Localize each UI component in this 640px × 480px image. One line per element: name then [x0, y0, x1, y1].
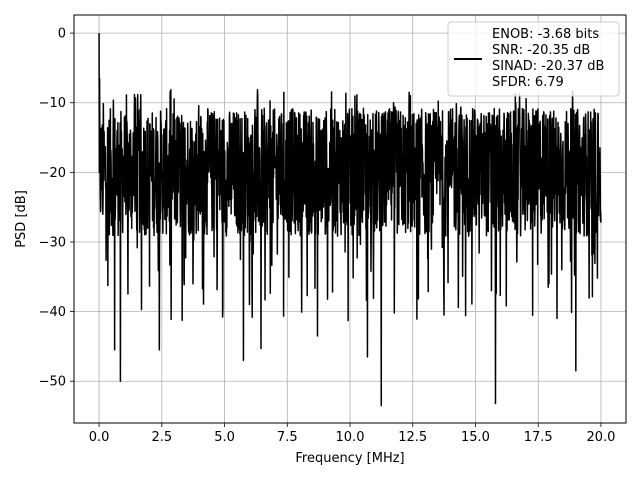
psd-series-line [98, 33, 602, 407]
x-tick-label: 12.5 [398, 430, 427, 445]
y-axis-label: PSD [dB] [14, 190, 29, 248]
legend-sinad: SINAD: -20.37 dB [492, 59, 604, 74]
x-tick-label: 7.5 [277, 430, 298, 445]
x-tick-label: 2.5 [151, 430, 172, 445]
y-tick-label: −50 [39, 375, 66, 390]
x-tick-label: 15.0 [461, 430, 490, 445]
y-tick-label: −40 [39, 305, 66, 320]
legend-sfdr: SFDR: 6.79 [492, 75, 564, 90]
x-tick-label: 0.0 [89, 430, 110, 445]
legend-enob: ENOB: -3.68 bits [492, 27, 599, 42]
y-tick-label: −20 [39, 166, 66, 181]
x-axis-label: Frequency [MHz] [295, 451, 404, 466]
x-tick-label: 17.5 [524, 430, 553, 445]
y-tick-label: 0 [58, 27, 66, 42]
legend: ENOB: -3.68 bits SNR: -20.35 dB SINAD: -… [447, 21, 620, 97]
y-tick-label: −10 [39, 96, 66, 111]
x-tick-label: 20.0 [586, 430, 615, 445]
ticks: 0.0 2.5 5.0 7.5 10.0 12.5 15.0 17.5 20.0 0 −10 −20 −… [39, 27, 616, 445]
y-tick-label: −30 [39, 235, 66, 250]
x-tick-label: 5.0 [214, 430, 235, 445]
legend-box [447, 21, 620, 97]
legend-snr: SNR: -20.35 dB [492, 43, 590, 58]
x-tick-label: 10.0 [336, 430, 365, 445]
